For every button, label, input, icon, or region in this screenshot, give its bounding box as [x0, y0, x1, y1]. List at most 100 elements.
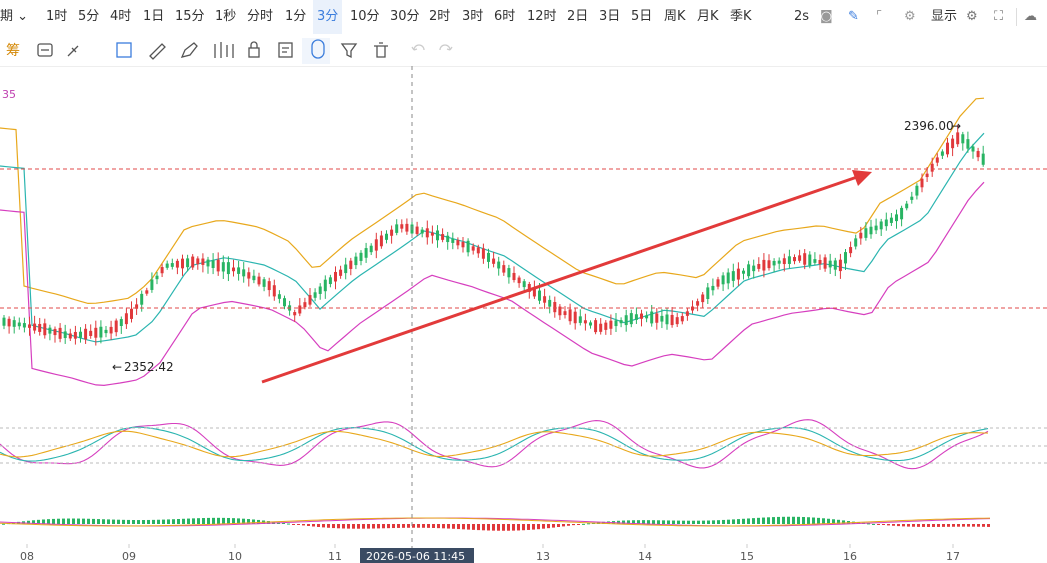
- interval-20[interactable]: 季K: [730, 9, 752, 24]
- candle-body: [553, 302, 557, 313]
- candle-body: [140, 293, 144, 305]
- candle-body: [665, 314, 669, 325]
- macd-bar: [777, 516, 780, 524]
- interval-18[interactable]: 周K: [664, 9, 686, 24]
- interval-10[interactable]: 30分: [390, 9, 420, 24]
- candle-body: [966, 139, 970, 149]
- filter-icon[interactable]: [340, 43, 358, 59]
- interval-9[interactable]: 10分: [350, 9, 380, 24]
- sync-icon[interactable]: [37, 43, 53, 57]
- camera-icon[interactable]: ◙: [820, 9, 833, 24]
- macd-bar: [87, 518, 90, 524]
- interval-17[interactable]: 5日: [631, 9, 653, 24]
- interval-13[interactable]: 6时: [494, 9, 516, 24]
- macd-bar: [257, 519, 260, 524]
- macd-bar: [247, 519, 250, 524]
- bars-icon[interactable]: [214, 42, 234, 58]
- macd-bar: [742, 518, 745, 524]
- macd-bar: [67, 518, 70, 524]
- macd-bar: [782, 516, 785, 524]
- interval-7[interactable]: 1分: [285, 9, 307, 24]
- candle-body: [823, 257, 827, 269]
- chip-label[interactable]: 筹: [6, 43, 20, 59]
- interval-14[interactable]: 12时: [527, 9, 557, 24]
- candle-body: [558, 306, 562, 316]
- candle-body: [721, 275, 725, 285]
- candle-body: [165, 263, 169, 268]
- macd-bar: [282, 522, 285, 524]
- display-button[interactable]: 显示: [931, 9, 958, 24]
- macd-bar: [562, 524, 565, 527]
- candle-body: [150, 279, 154, 290]
- macd-bar: [952, 524, 955, 527]
- crop-icon[interactable]: ⌜: [876, 9, 883, 24]
- magnet-draw-icon[interactable]: [311, 39, 325, 59]
- pen-icon[interactable]: [180, 42, 198, 58]
- trend-arrow[interactable]: [261, 170, 872, 384]
- macd-bar: [632, 520, 635, 524]
- macd-bar: [352, 524, 355, 529]
- candle-body: [609, 320, 613, 329]
- trash-icon[interactable]: [374, 42, 388, 58]
- interval-8[interactable]: 3分: [313, 0, 343, 34]
- candle-body: [594, 320, 598, 333]
- interval-1[interactable]: 5分: [78, 9, 100, 24]
- candle-body: [793, 257, 796, 262]
- candle-body: [507, 268, 511, 278]
- bollinger-bands: [0, 97, 985, 387]
- pen-icon[interactable]: ✎: [848, 9, 859, 24]
- macd-bar: [12, 522, 15, 524]
- ruler-icon[interactable]: [149, 43, 166, 60]
- gear-icon[interactable]: ⚙: [966, 9, 978, 24]
- brush-icon[interactable]: [67, 45, 79, 57]
- candle-body: [63, 331, 67, 339]
- candle-body: [293, 312, 297, 316]
- interval-16[interactable]: 3日: [599, 9, 621, 24]
- period-toolbar: 期 ⌄ 1时 5分 4时 1日 15分 1秒 分时 1分 3分 10分 30分 2时 3时 6时 12时 2日…: [0, 0, 1047, 34]
- macd-bar: [202, 518, 205, 524]
- interval-4[interactable]: 15分: [175, 9, 205, 24]
- candle-body: [130, 308, 133, 319]
- candle-body: [145, 290, 149, 294]
- note-icon[interactable]: [278, 42, 293, 58]
- candle-body: [476, 247, 480, 254]
- refresh-rate[interactable]: 2s: [794, 9, 810, 24]
- macd-bar: [37, 519, 40, 524]
- candle-body: [655, 313, 659, 323]
- chevron-down-icon: ⌄: [17, 9, 29, 24]
- interval-0[interactable]: 1时: [46, 9, 68, 24]
- redo-icon[interactable]: [439, 44, 453, 51]
- macd-bar: [897, 524, 900, 527]
- candle-body: [379, 235, 383, 247]
- rect-icon[interactable]: [116, 42, 132, 58]
- interval-15[interactable]: 2日: [567, 9, 589, 24]
- lock-icon[interactable]: [248, 41, 260, 58]
- interval-6[interactable]: 分时: [247, 9, 274, 24]
- macd-bar: [27, 520, 30, 524]
- axis-label: 09: [122, 550, 136, 563]
- interval-3[interactable]: 1日: [143, 9, 165, 24]
- candlestick-chart[interactable]: 35 2396.00 → ← 2352.42 08 09 10 11 13 14 15 16 1…: [0, 66, 1047, 563]
- macd-bar: [762, 517, 765, 524]
- period-dropdown[interactable]: 期 ⌄: [0, 9, 29, 24]
- settings-gear-icon[interactable]: ⚙: [904, 9, 916, 24]
- kdj-line-1: [0, 426, 989, 462]
- interval-19[interactable]: 月K: [697, 9, 719, 24]
- undo-icon[interactable]: [411, 44, 425, 51]
- candle-body: [334, 271, 337, 282]
- macd-bar: [187, 518, 190, 524]
- axis-label: 15: [740, 550, 754, 563]
- interval-2[interactable]: 4时: [110, 9, 132, 24]
- candle-body: [762, 259, 766, 271]
- macd-bar: [942, 524, 945, 527]
- candle-body: [481, 248, 485, 259]
- interval-12[interactable]: 3时: [462, 9, 484, 24]
- crosshair-time-label: 2026-05-06 11:45: [366, 550, 465, 563]
- cloud-icon[interactable]: ☁: [1024, 9, 1037, 24]
- macd-bar: [552, 524, 555, 528]
- candle-body: [951, 138, 955, 149]
- candle-body: [405, 223, 409, 232]
- fullscreen-icon[interactable]: ⛶: [994, 9, 1004, 24]
- interval-11[interactable]: 2时: [429, 9, 451, 24]
- interval-5[interactable]: 1秒: [215, 9, 237, 24]
